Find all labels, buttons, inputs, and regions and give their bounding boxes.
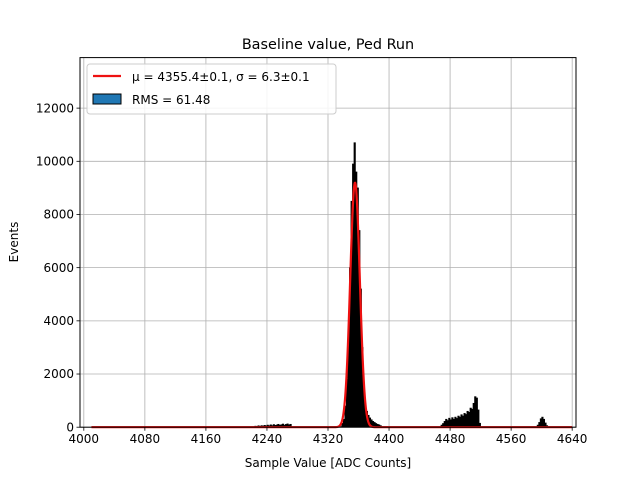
y-tick-label: 2000 xyxy=(43,367,74,381)
legend: μ = 4355.4±0.1, σ = 6.3±0.1 RMS = 61.48 xyxy=(86,63,337,115)
y-tick-label: 10000 xyxy=(36,155,74,169)
x-tick-label: 4080 xyxy=(130,432,161,446)
chart-title: Baseline value, Ped Run xyxy=(242,37,414,53)
y-tick-label: 8000 xyxy=(43,208,74,222)
x-tick-label: 4000 xyxy=(69,432,100,446)
legend-rms-swatch xyxy=(92,93,122,105)
x-tick-label: 4240 xyxy=(252,432,283,446)
x-tick-label: 4640 xyxy=(557,432,588,446)
x-tick-label: 4160 xyxy=(191,432,222,446)
y-tick-label: 0 xyxy=(66,420,74,434)
legend-fit-label: μ = 4355.4±0.1, σ = 6.3±0.1 xyxy=(132,70,310,84)
y-tick-label: 4000 xyxy=(43,314,74,328)
x-tick-label: 4480 xyxy=(435,432,466,446)
histogram-bars xyxy=(91,142,573,428)
x-axis-ticks: 4000 4080 4160 4240 4320 4400 4480 4560 4640 xyxy=(69,427,588,446)
legend-box xyxy=(86,63,337,115)
y-tick-label: 12000 xyxy=(36,101,74,115)
x-tick-label: 4320 xyxy=(313,432,344,446)
x-tick-label: 4560 xyxy=(496,432,527,446)
x-tick-label: 4400 xyxy=(374,432,405,446)
legend-rms-label: RMS = 61.48 xyxy=(132,93,210,107)
y-tick-label: 6000 xyxy=(43,261,74,275)
grid xyxy=(80,57,576,428)
gaussian-fit-line xyxy=(90,181,573,429)
x-axis-label: Sample Value [ADC Counts] xyxy=(245,456,411,470)
y-axis-label: Events xyxy=(7,222,21,263)
y-axis-ticks: 0 2000 4000 6000 8000 10000 12000 xyxy=(36,101,80,434)
